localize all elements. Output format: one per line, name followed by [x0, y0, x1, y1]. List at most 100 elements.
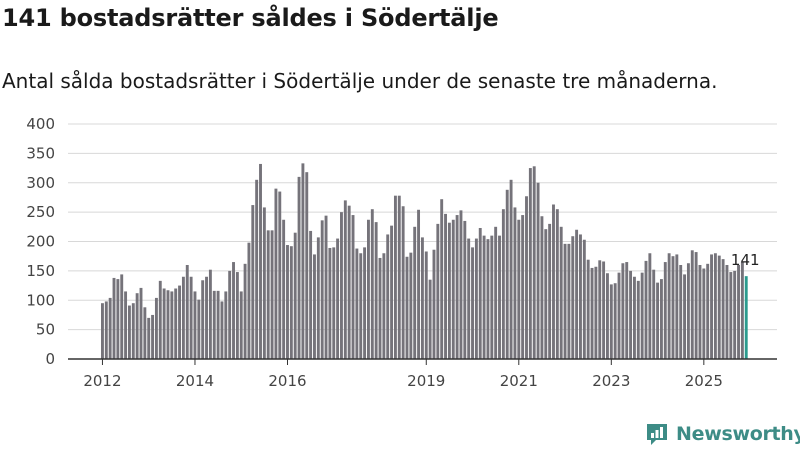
- bar: [737, 265, 740, 359]
- bar: [259, 163, 262, 359]
- bar: [417, 209, 421, 359]
- bar: [343, 200, 347, 360]
- bar: [486, 239, 490, 359]
- bar: [717, 255, 721, 359]
- bar: [413, 226, 417, 359]
- bar: [474, 238, 478, 359]
- bar: [432, 249, 436, 359]
- bar: [733, 270, 737, 360]
- chart-headline: 141 bostadsrätter såldes i Södertälje: [2, 4, 499, 32]
- bar: [609, 284, 613, 359]
- bar: [490, 235, 494, 360]
- bar: [536, 182, 540, 359]
- bar: [139, 287, 143, 359]
- bar: [131, 303, 135, 359]
- bar: [713, 253, 717, 359]
- bar: [590, 267, 594, 359]
- bar: [690, 250, 694, 359]
- bar: [525, 196, 528, 359]
- bar: [166, 290, 170, 359]
- bar: [606, 273, 609, 359]
- bar: [613, 283, 617, 359]
- bar: [632, 276, 636, 359]
- bar: [124, 291, 128, 359]
- bar: [521, 215, 525, 359]
- bar: [324, 215, 328, 359]
- bar: [517, 219, 521, 359]
- newsworthy-logo-icon: [647, 424, 667, 445]
- bar: [663, 262, 667, 359]
- y-tick-label: 300: [26, 174, 55, 192]
- bar: [455, 215, 459, 359]
- bar: [251, 205, 255, 359]
- bar: [498, 235, 501, 360]
- bar: [729, 272, 733, 359]
- bar: [282, 219, 286, 359]
- bar: [706, 263, 710, 359]
- bar: [239, 291, 243, 359]
- bar: [636, 280, 640, 359]
- bar: [363, 247, 367, 360]
- bar: [127, 305, 131, 359]
- y-tick-label: 150: [26, 262, 55, 280]
- bars: [101, 163, 748, 360]
- bar: [494, 226, 498, 359]
- y-tick-label: 400: [26, 115, 55, 133]
- x-tick-label: 2019: [407, 372, 445, 390]
- bar: [355, 248, 359, 359]
- bar: [293, 232, 297, 359]
- bar-latest: [744, 276, 748, 359]
- bar: [679, 265, 683, 359]
- bar: [220, 301, 224, 359]
- x-axis-ticks: 2012 2014 2016 2019 2021 2023 2025: [83, 359, 723, 390]
- bar: [444, 213, 447, 359]
- bar: [216, 290, 220, 359]
- bar: [382, 253, 386, 359]
- x-tick-label: 2021: [500, 372, 538, 390]
- newsworthy-brand[interactable]: Newsworthy: [644, 421, 800, 447]
- bar: [721, 259, 725, 360]
- bar: [586, 259, 590, 359]
- bar: [621, 263, 625, 359]
- bar: [559, 226, 563, 359]
- bar: [463, 220, 467, 359]
- bar: [193, 291, 197, 359]
- bar: [544, 229, 548, 359]
- bar: [459, 210, 463, 359]
- bar: [648, 253, 652, 359]
- bar: [378, 257, 382, 359]
- bar: [652, 269, 656, 359]
- bar: [644, 260, 648, 359]
- bar: [409, 252, 413, 359]
- y-tick-label: 50: [36, 321, 55, 339]
- bar: [170, 291, 174, 359]
- chart-subtitle: Antal sålda bostadsrätter i Södertälje u…: [2, 69, 718, 93]
- bar: [390, 225, 394, 359]
- bar: [683, 274, 687, 359]
- bar: [174, 288, 178, 359]
- y-tick-label: 200: [26, 233, 55, 251]
- bar: [278, 191, 282, 359]
- y-tick-label: 100: [26, 291, 55, 309]
- bar: [320, 220, 324, 359]
- x-tick-label: 2012: [83, 372, 121, 390]
- bar: [598, 260, 602, 359]
- bar: [301, 163, 305, 359]
- bar: [189, 276, 193, 359]
- bar: [675, 254, 679, 359]
- bar: [154, 297, 158, 359]
- bar: [316, 237, 320, 359]
- bar: [540, 216, 544, 359]
- bar: [567, 243, 571, 359]
- bar: [212, 290, 216, 359]
- bar: [482, 235, 486, 360]
- bar: [501, 209, 505, 359]
- bar: [178, 285, 181, 359]
- bar: [575, 229, 579, 359]
- bar: [309, 230, 313, 359]
- bar: [420, 237, 424, 359]
- bar: [367, 219, 370, 359]
- bar: [116, 279, 120, 359]
- bar: [347, 205, 351, 359]
